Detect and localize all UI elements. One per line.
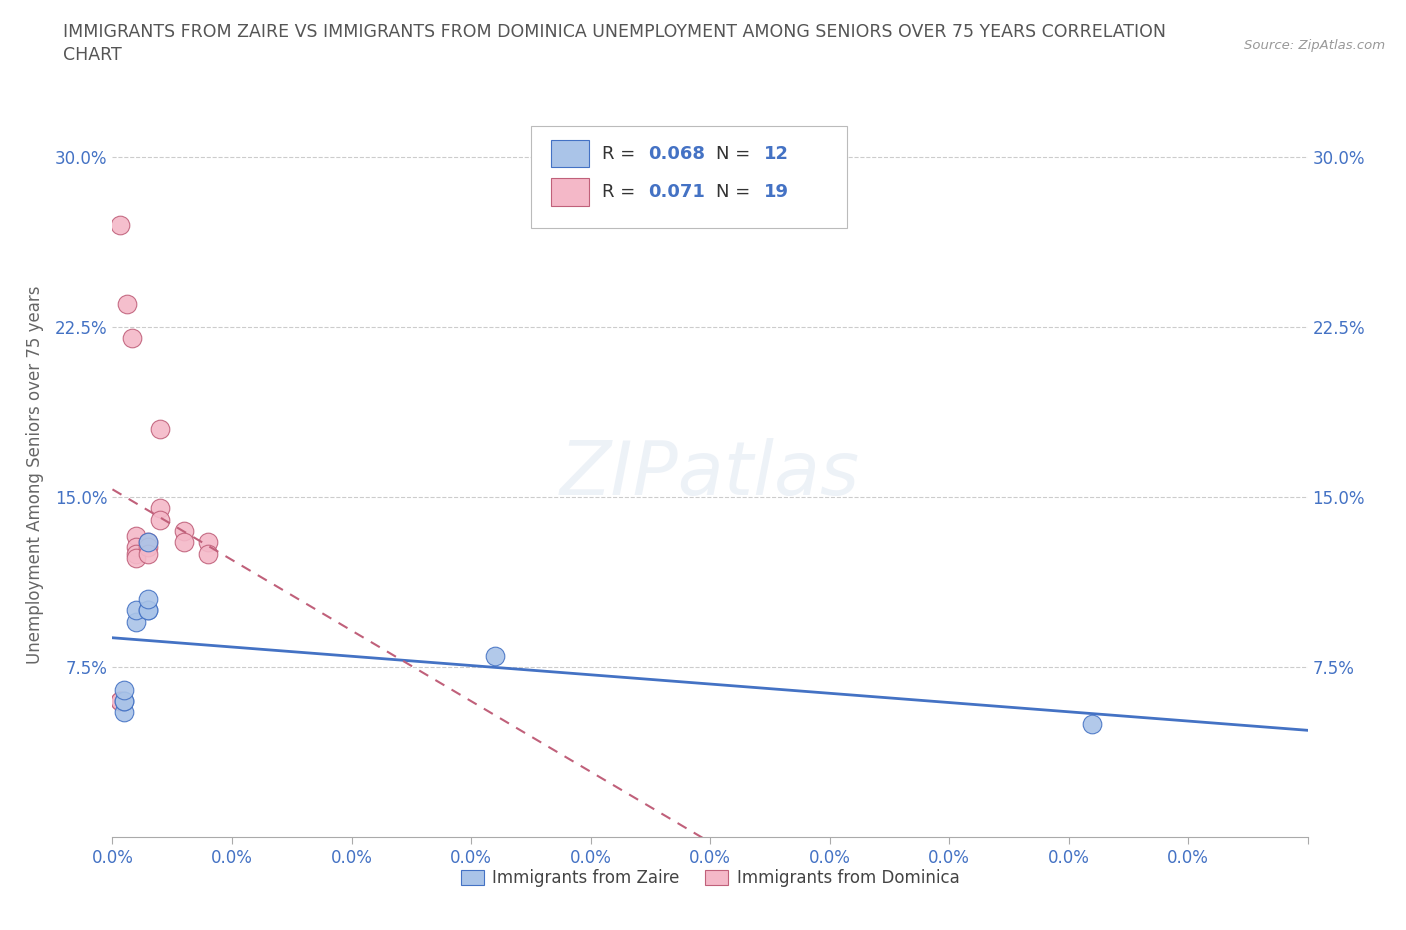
Point: [108, 694, 131, 709]
Point: [121, 331, 143, 346]
Point: [173, 524, 195, 538]
Text: CHART: CHART: [63, 46, 122, 64]
Point: [138, 535, 160, 550]
Point: [149, 501, 172, 516]
Point: [197, 546, 219, 561]
Text: N =: N =: [716, 145, 756, 163]
Text: ZIPatlas: ZIPatlas: [560, 438, 860, 511]
Text: 0.071: 0.071: [648, 183, 704, 201]
Point: [114, 694, 135, 709]
Point: [125, 528, 148, 543]
Legend: Immigrants from Zaire, Immigrants from Dominica: Immigrants from Zaire, Immigrants from D…: [454, 863, 966, 894]
Point: [1081, 716, 1104, 731]
Point: [114, 694, 135, 709]
Point: [125, 539, 148, 554]
Y-axis label: Unemployment Among Seniors over 75 years: Unemployment Among Seniors over 75 years: [25, 286, 44, 663]
Point: [138, 591, 160, 606]
Point: [484, 648, 506, 663]
Point: [197, 535, 219, 550]
Text: N =: N =: [716, 183, 756, 201]
Point: [114, 683, 135, 698]
Text: 19: 19: [763, 183, 789, 201]
Point: [138, 603, 160, 618]
Point: [149, 512, 172, 527]
Text: 12: 12: [763, 145, 789, 163]
Point: [125, 551, 148, 565]
Point: [173, 535, 195, 550]
Point: [125, 614, 148, 629]
Point: [108, 694, 131, 709]
Point: [125, 603, 148, 618]
Bar: [551, 179, 589, 206]
Text: Source: ZipAtlas.com: Source: ZipAtlas.com: [1244, 39, 1385, 52]
Point: [114, 705, 135, 720]
Text: R =: R =: [603, 183, 641, 201]
Bar: [551, 140, 589, 167]
Point: [138, 539, 160, 554]
Text: R =: R =: [603, 145, 641, 163]
Point: [138, 535, 160, 550]
Point: [138, 546, 160, 561]
Text: IMMIGRANTS FROM ZAIRE VS IMMIGRANTS FROM DOMINICA UNEMPLOYMENT AMONG SENIORS OVE: IMMIGRANTS FROM ZAIRE VS IMMIGRANTS FROM…: [63, 23, 1166, 41]
FancyBboxPatch shape: [531, 126, 848, 228]
Point: [108, 218, 131, 232]
Point: [138, 603, 160, 618]
Point: [125, 546, 148, 561]
Point: [115, 297, 138, 312]
Point: [149, 421, 172, 436]
Text: 0.068: 0.068: [648, 145, 704, 163]
